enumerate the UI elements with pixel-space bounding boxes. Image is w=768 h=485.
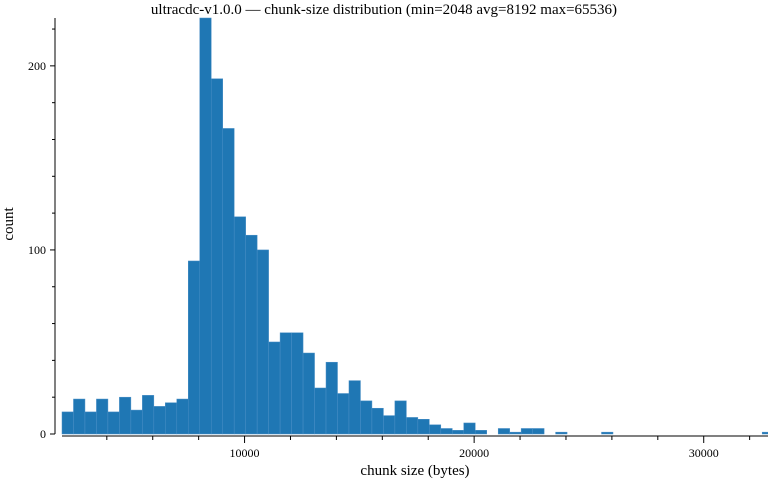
x-axis: 10000 20000 30000	[62, 435, 768, 460]
histogram-bar	[337, 393, 350, 435]
y-axis: 0 100 200	[28, 18, 56, 441]
histogram-bar	[119, 396, 132, 435]
histogram-bar	[142, 395, 155, 435]
histogram-bar	[555, 431, 568, 435]
histogram-bar	[474, 430, 487, 435]
histogram-bar	[61, 411, 74, 435]
histogram-bar	[314, 387, 327, 435]
histogram-bar	[84, 411, 97, 435]
histogram-bar	[497, 428, 510, 435]
histogram-bar	[429, 424, 442, 435]
histogram-bar	[268, 341, 281, 435]
histogram-bar	[371, 407, 384, 435]
histogram-bar	[463, 422, 476, 435]
histogram-bar	[532, 428, 545, 435]
x-tick-label: 30000	[689, 446, 719, 460]
histogram-bar	[601, 431, 614, 435]
histogram-bar	[130, 409, 143, 435]
histogram-bar	[360, 400, 373, 435]
y-tick-label: 100	[28, 243, 46, 257]
histogram-bar	[394, 400, 407, 435]
histogram-bar	[302, 352, 315, 435]
x-tick-label: 10000	[230, 446, 260, 460]
histogram-bar	[210, 78, 223, 435]
histogram-bar	[291, 332, 304, 435]
histogram-bar	[176, 398, 189, 435]
histogram-bar	[406, 417, 419, 435]
histogram-bar	[256, 249, 269, 435]
histogram-bar	[199, 17, 212, 435]
histogram-bar	[153, 406, 166, 435]
bars-group	[61, 17, 768, 435]
histogram-bar	[325, 361, 338, 435]
chart-title: ultracdc-v1.0.0 — chunk-size distributio…	[151, 2, 617, 18]
histogram-bar	[96, 398, 109, 435]
histogram-bar	[417, 419, 430, 435]
histogram-bar	[279, 332, 292, 435]
y-tick-label: 200	[28, 59, 46, 73]
histogram-bar	[509, 431, 522, 435]
histogram-bar	[761, 431, 768, 435]
histogram-bar	[165, 402, 178, 435]
histogram-bar	[452, 430, 465, 435]
histogram-bar	[383, 415, 396, 435]
histogram-bar	[233, 216, 246, 435]
histogram-bar	[107, 411, 120, 435]
x-tick-label: 20000	[459, 446, 489, 460]
histogram-bar	[348, 380, 361, 435]
histogram-bar	[520, 428, 533, 435]
histogram-bar	[440, 428, 453, 435]
histogram-bar	[245, 234, 258, 435]
histogram-bar	[73, 398, 86, 435]
y-axis-label: count	[1, 207, 17, 241]
histogram-bar	[222, 128, 235, 435]
y-tick-label: 0	[40, 427, 46, 441]
histogram-bar	[188, 260, 200, 435]
x-axis-label: chunk size (bytes)	[360, 463, 469, 479]
